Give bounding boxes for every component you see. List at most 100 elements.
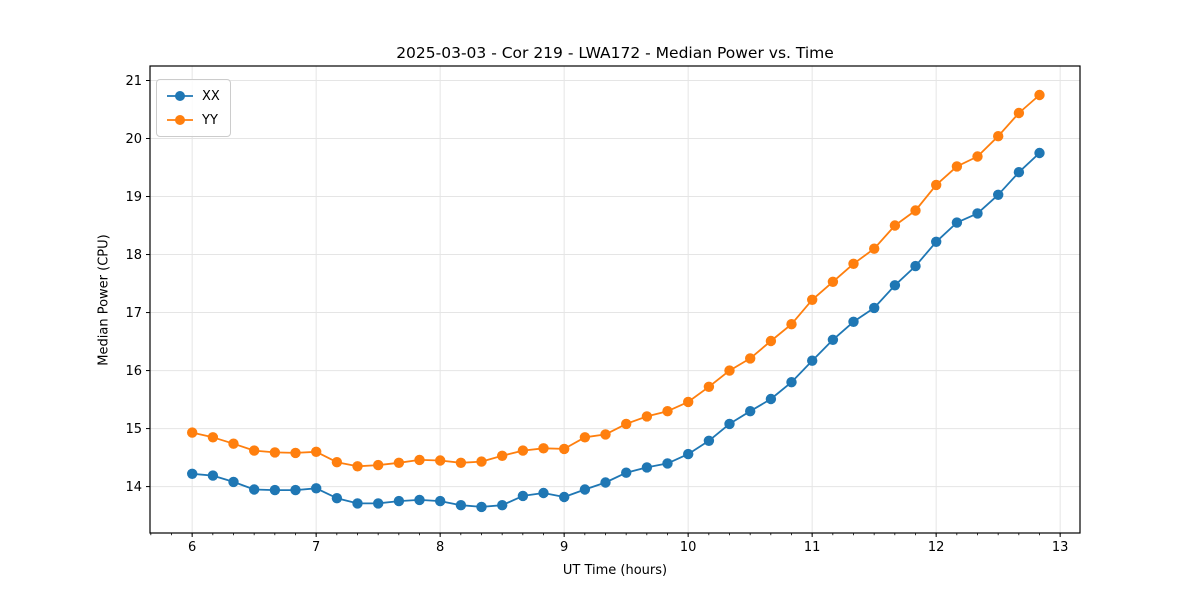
series-xx-point <box>476 501 487 513</box>
legend-marker-xx-icon <box>167 91 193 101</box>
series-yy-point <box>807 294 818 305</box>
series-yy-point <box>187 427 198 438</box>
y-axis-label: Median Power (CPU) <box>96 234 112 366</box>
series-yy-point <box>765 335 777 347</box>
series-yy-point <box>579 432 591 443</box>
series-xx-point <box>331 493 343 504</box>
series-xx-point <box>435 495 446 507</box>
y-tick-label: 14 <box>125 480 142 495</box>
series-xx-point <box>848 316 859 327</box>
legend-item-yy: YY <box>165 110 220 130</box>
series-yy-point <box>559 443 570 455</box>
series-xx-point <box>951 217 963 228</box>
series-xx-point <box>641 462 653 473</box>
series-yy-point <box>311 446 322 457</box>
series-xx-point <box>414 494 425 506</box>
series-yy-point <box>972 151 983 162</box>
series-yy-point <box>352 461 363 472</box>
series-xx-point <box>249 484 260 495</box>
series-xx-point <box>455 500 467 511</box>
series-yy-point <box>621 418 632 430</box>
y-tick-label: 19 <box>125 190 142 205</box>
series-yy-point <box>600 429 611 440</box>
series-xx-point <box>559 491 570 503</box>
series-yy-point <box>662 406 673 417</box>
legend-label-xx: XX <box>202 88 220 104</box>
x-tick-label: 11 <box>804 540 821 555</box>
series-yy-point <box>1034 89 1045 101</box>
series-yy-point <box>455 457 467 468</box>
series-yy-point <box>683 396 694 408</box>
legend-marker-yy-icon <box>167 115 193 125</box>
y-tick-label: 15 <box>125 422 142 437</box>
series-yy-point <box>497 450 508 461</box>
series-xx-point <box>972 208 983 219</box>
series-xx-point <box>517 490 529 502</box>
series-xx-point <box>228 476 239 488</box>
series-xx-point <box>352 498 363 509</box>
legend: XX YY <box>156 79 231 137</box>
x-tick-label: 10 <box>680 540 697 555</box>
series-yy-point <box>889 220 901 231</box>
series-xx-point <box>910 260 921 272</box>
series-yy-point <box>207 432 219 443</box>
series-xx-point <box>931 236 942 247</box>
series-xx-point <box>889 280 901 291</box>
series-yy-point <box>848 258 859 269</box>
series-xx-point <box>621 467 632 478</box>
series-xx-point <box>600 477 611 488</box>
series-yy-point <box>373 459 384 471</box>
x-tick-label: 6 <box>188 540 196 555</box>
series-yy-point <box>724 365 735 376</box>
series-yy-line <box>192 94 1041 468</box>
series-yy-point <box>827 276 839 287</box>
series-yy-point <box>869 243 880 254</box>
series-yy-point <box>269 447 281 458</box>
series-yy-point <box>290 447 301 459</box>
series-yy-point <box>931 179 942 191</box>
series-xx-point <box>290 484 301 496</box>
series-xx-point <box>807 355 818 366</box>
series-yy-point <box>993 131 1004 142</box>
series-xx-point <box>311 483 322 494</box>
series-xx-point <box>765 393 777 405</box>
series-yy-point <box>641 411 653 422</box>
legend-item-xx: XX <box>165 86 220 106</box>
y-tick-label: 18 <box>125 248 142 263</box>
series-yy-point <box>228 438 239 449</box>
x-tick-label: 12 <box>928 540 945 555</box>
series-xx-point <box>187 468 198 479</box>
series-xx-point <box>827 334 839 345</box>
x-tick-label: 9 <box>560 540 568 555</box>
x-tick-label: 7 <box>312 540 320 555</box>
series-xx-point <box>993 189 1004 200</box>
series-yy-point <box>414 454 425 466</box>
series-xx-point <box>393 495 405 507</box>
y-tick-label: 21 <box>125 74 142 89</box>
y-tick-label: 17 <box>125 306 142 321</box>
series-xx-point <box>662 458 673 469</box>
series-xx-point <box>207 470 219 481</box>
series-xx-point <box>1034 147 1045 159</box>
chart-title: 2025-03-03 - Cor 219 - LWA172 - Median P… <box>396 44 834 62</box>
series-yy-point <box>703 381 715 392</box>
series-xx-point <box>579 484 591 495</box>
legend-label-yy: YY <box>202 112 218 128</box>
series-yy-point <box>1013 107 1025 119</box>
series-xx-point <box>269 484 281 496</box>
series-yy-point <box>910 205 921 216</box>
series-xx-point <box>373 498 384 509</box>
series-yy-point <box>331 457 343 468</box>
series-xx-point <box>538 487 549 499</box>
series-yy-point <box>745 353 756 364</box>
series-yy-point <box>476 456 487 467</box>
series-yy-point <box>951 161 963 172</box>
series-xx-point <box>1013 167 1025 178</box>
series-yy-point <box>517 445 529 456</box>
series-xx-point <box>745 406 756 417</box>
series-yy-point <box>393 457 405 468</box>
series-yy-point <box>249 445 260 456</box>
x-axis-label: UT Time (hours) <box>562 563 668 578</box>
